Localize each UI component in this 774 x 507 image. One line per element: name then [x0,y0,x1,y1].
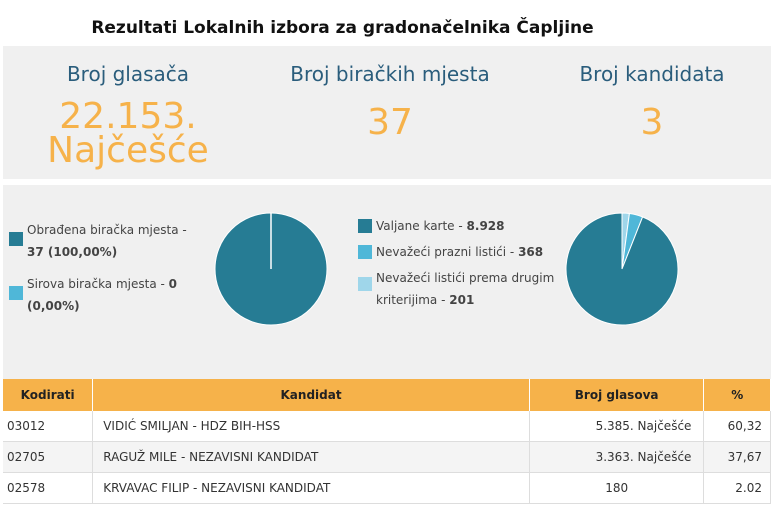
table-row[interactable]: 02578 KRVAVAC FILIP - NEZAVISNI KANDIDAT… [3,472,771,504]
legend-raw-label: Sirova biračka mjesta - [27,277,165,291]
legend-valid: Valjane karte - 8.928 [358,215,558,237]
charts-panel: Obrađena biračka mjesta - 37 (100,00%) S… [3,185,771,341]
cell-candidate: RAGUŽ MILE - NEZAVISNI KANDIDAT [92,441,530,473]
legend-raw-value-a: 0 [168,277,178,291]
stat-polling-stations-label: Broj biračkih mjesta [290,62,490,86]
legend-swatch-processed [9,232,23,246]
header-votes[interactable]: Broj glasova [529,379,705,411]
stat-candidates-value: 3 [640,102,664,143]
legend-processed-label: Obrađena biračka mjesta - [27,223,187,237]
legend-processed: Obrađena biračka mjesta - 37 (100,00%) [9,219,189,263]
legend-swatch-empty [358,245,372,259]
cell-percent: 60,32 [703,411,771,442]
polling-legend: Obrađena biračka mjesta - 37 (100,00%) S… [9,219,189,317]
cell-percent: 2.02 [703,472,771,504]
ballots-legend: Valjane karte - 8.928 Nevažeći prazni li… [358,215,558,311]
ballots-pie-chart [565,212,679,326]
stat-candidates: Broj kandidata 3 [527,46,774,143]
stat-voters-value-line2: Najčešće [47,130,209,171]
cell-candidate: KRVAVAC FILIP - NEZAVISNI KANDIDAT [92,472,530,504]
legend-valid-value: 8.928 [466,219,505,233]
header-code[interactable]: Kodirati [3,379,94,411]
spacer-panel [3,341,771,379]
legend-empty: Nevažeći prazni listići - 368 [358,241,558,263]
stat-voters-label: Broj glasača [66,62,190,86]
legend-swatch-valid [358,219,372,233]
table-row[interactable]: 02705 RAGUŽ MILE - NEZAVISNI KANDIDAT 3.… [3,441,771,473]
stat-voters-value-line1: 22.153. [59,96,197,137]
legend-other-label-1: Nevažeći listići prema drugim [376,271,555,285]
ballots-pie-slice-2 [565,212,679,326]
legend-other: Nevažeći listići prema drugim kriterijim… [358,267,558,311]
table-row[interactable]: 03012 VIDIĆ SMILJAN - HDZ BIH-HSS 5.385.… [3,411,771,442]
page-title: Rezultati Lokalnih izbora za gradonačeln… [91,18,594,38]
legend-raw: Sirova biračka mjesta - 0 (0,00%) [9,273,189,317]
stat-voters: Broj glasača 22.153. Najčešće [3,46,253,171]
legend-other-value: 201 [449,293,475,307]
stats-panel: Broj glasača 22.153. Najčešće Broj birač… [3,46,771,179]
cell-votes: 3.363. Najčešće [529,441,705,473]
cell-code: 03012 [3,411,94,442]
header-candidate[interactable]: Kandidat [92,379,530,411]
legend-swatch-raw [9,286,23,300]
header-percent[interactable]: % [703,379,771,411]
cell-candidate: VIDIĆ SMILJAN - HDZ BIH-HSS [92,411,530,442]
stat-polling-stations-value: 37 [367,102,413,143]
legend-empty-value: 368 [518,245,544,259]
legend-raw-value-b: (0,00%) [27,299,80,313]
cell-percent: 37,67 [703,441,771,473]
cell-votes: 180 [529,472,705,504]
legend-swatch-other [358,277,372,291]
legend-other-label-2: kriterijima - [376,293,446,307]
stat-candidates-label: Broj kandidata [579,62,725,86]
cell-code: 02578 [3,472,94,504]
legend-valid-label: Valjane karte - [376,219,463,233]
cell-code: 02705 [3,441,94,473]
cell-votes: 5.385. Najčešće [529,411,705,442]
table-header-row: Kodirati Kandidat Broj glasova % [3,379,771,411]
stat-voters-value: 22.153. Najčešće [3,96,253,171]
polling-pie-chart [214,212,328,326]
results-table: Kodirati Kandidat Broj glasova % 03012 V… [3,379,771,504]
stat-polling-stations: Broj biračkih mjesta 37 [265,46,515,143]
legend-processed-value: 37 (100,00%) [27,245,118,259]
legend-empty-label: Nevažeći prazni listići - [376,245,515,259]
